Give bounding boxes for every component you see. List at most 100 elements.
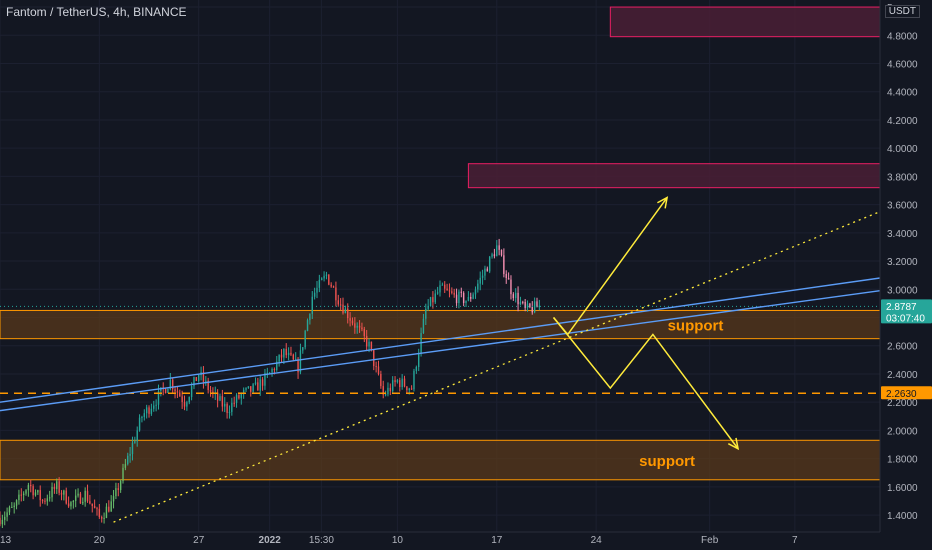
candle [294,358,297,360]
candle [399,380,401,388]
candle [470,297,472,299]
price-tick-label: 3.6000 [887,201,918,212]
candle [41,500,44,502]
candle [183,402,186,407]
candle [287,352,290,356]
price-tick-label: 3.8000 [887,172,918,183]
time-tick-label: 27 [193,535,205,546]
candle [425,308,427,319]
resistance-zone [609,6,881,38]
candle [11,507,13,509]
candle [403,378,406,387]
candle [422,318,425,334]
candle [311,296,313,314]
candle [110,501,112,512]
projection-arrowhead [657,196,669,209]
candle [179,392,181,397]
trendline [0,290,881,412]
candle [150,408,153,414]
candle [60,492,63,495]
candle [278,354,280,362]
candle [429,297,432,306]
candle [18,494,20,501]
candle [141,416,143,418]
price-axis-background [880,0,932,550]
candle [238,395,240,399]
candle [536,301,538,308]
candle [233,402,235,404]
candle [297,358,299,373]
price-tick-label: 1.4000 [887,511,918,522]
candle [337,300,339,305]
candle [167,389,169,394]
candle [531,306,533,313]
candle [524,301,526,308]
candle [34,492,37,496]
candle [1,519,4,525]
price-tick-label: 4.4000 [887,88,918,99]
candle [323,275,325,279]
time-tick-label: 24 [591,535,603,546]
candle [460,291,462,293]
candle [250,386,252,392]
price-tick-label: 4.6000 [887,60,918,71]
support-zone [0,309,881,340]
time-tick-label: 17 [491,535,503,546]
candle [84,490,86,502]
candle [394,380,396,383]
price-tick-label: 1.6000 [887,483,918,494]
price-tick-label: 2.6000 [887,342,918,353]
candle [117,488,119,491]
candle [8,507,11,513]
candle [491,254,493,257]
candle [493,254,496,257]
projection-arrowhead [727,437,740,451]
candle [79,493,82,504]
currency-badge[interactable]: USDT [884,5,920,18]
candle [164,388,167,394]
candle [339,304,342,306]
candle [533,301,536,313]
candle [67,503,70,507]
candle [105,506,108,518]
candle [240,393,242,399]
candle [174,389,176,392]
candle [316,287,318,293]
candle [89,501,91,504]
price-axis[interactable]: 1.4000 1.6000 1.8000 2.0000 2.2000 2.4000 2.60… [879,0,932,550]
candle [86,490,89,502]
symbol-title: Fantom / TetherUS, 4h, BINANCE [6,5,187,19]
candle [254,382,257,385]
candle [439,285,441,293]
candle [455,294,458,304]
candle [13,505,15,508]
candle [216,392,219,401]
candle [20,494,22,496]
candle [51,486,53,498]
candle [37,490,39,493]
time-tick-label: 13 [0,535,12,546]
candle [261,379,264,386]
candle [529,303,531,307]
time-axis[interactable]: 13 20 27 2022 15:30 10 17 24 Feb 7 [0,531,932,550]
candle [195,377,198,382]
price-tick-label: 4.2000 [887,116,918,127]
price-tick-label: 2.4000 [887,370,918,381]
price-tick-label: 1.8000 [887,455,918,466]
candle [391,380,394,392]
candle [512,294,515,299]
candle [328,274,330,285]
candle [462,292,465,303]
time-tick-label: 10 [392,535,404,546]
candle [242,389,245,394]
support-label: support [668,318,724,335]
candle [96,508,98,510]
candle [410,388,413,390]
candle [101,517,103,519]
candle [418,353,420,367]
candle [186,402,188,407]
candle [368,341,370,347]
candle [171,379,174,390]
candle [503,255,505,274]
